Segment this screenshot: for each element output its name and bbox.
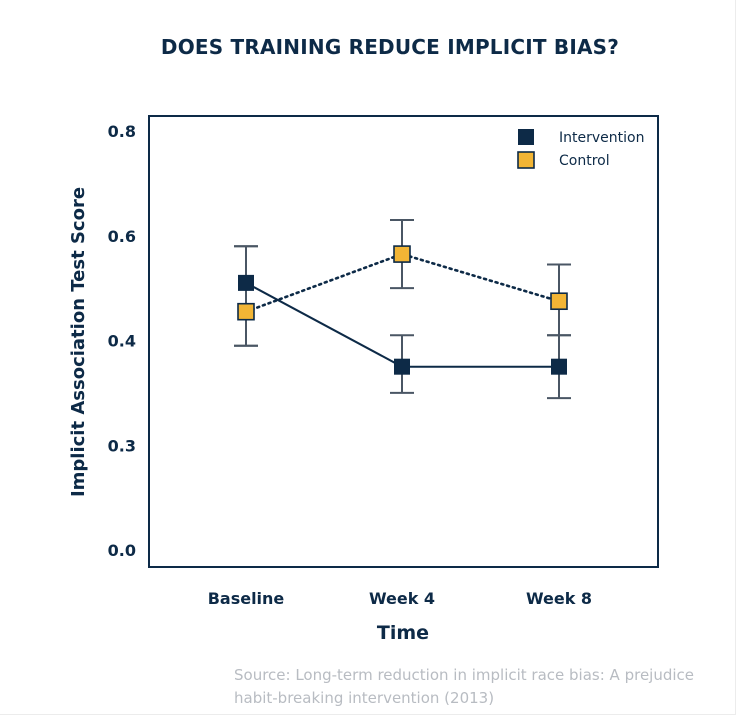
y-axis-label: Implicit Association Test Score — [68, 187, 89, 497]
x-tick-label: Week 4 — [369, 589, 435, 608]
y-tick-label: 0.4 — [108, 332, 136, 351]
x-axis-label: Time — [377, 622, 429, 644]
y-tick-label: 0.8 — [108, 122, 136, 141]
y-tick-label: 0.0 — [108, 541, 136, 560]
y-tick-label: 0.6 — [108, 227, 136, 246]
y-tick-label: 0.3 — [108, 436, 136, 455]
x-tick-label: Week 8 — [526, 589, 592, 608]
legend-control-swatch — [517, 151, 535, 169]
control-point — [393, 245, 411, 263]
intervention-point — [238, 274, 254, 291]
control-point — [550, 292, 568, 311]
control-series-line — [244, 252, 561, 313]
plot-frame — [148, 115, 659, 568]
chart-title: DOES TRAINING REDUCE IMPLICIT BIAS? — [160, 35, 620, 59]
intervention-point — [551, 358, 567, 375]
legend-intervention-label: Intervention — [559, 130, 644, 146]
source-line-2: habit-breaking intervention (2013) — [234, 689, 495, 707]
source-note: Source: Long-term reduction in implicit … — [234, 664, 734, 710]
intervention-point — [394, 358, 410, 375]
control-point — [237, 302, 255, 321]
legend-intervention-swatch — [518, 129, 534, 145]
x-tick-label: Baseline — [208, 589, 285, 608]
source-line-1: Source: Long-term reduction in implicit … — [234, 666, 695, 684]
legend-control-label: Control — [559, 153, 610, 169]
